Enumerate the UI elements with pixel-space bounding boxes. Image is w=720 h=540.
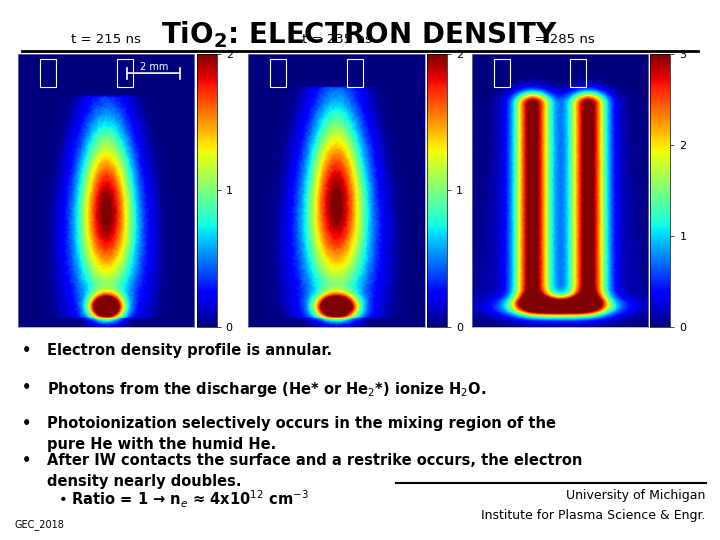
Text: t = 235 ns: t = 235 ns: [302, 33, 372, 46]
Text: t = 215 ns: t = 215 ns: [71, 33, 141, 46]
Text: $\mathbf{TiO_2}$: ELECTRON DENSITY: $\mathbf{TiO_2}$: ELECTRON DENSITY: [161, 19, 559, 50]
Text: University of Michigan: University of Michigan: [566, 489, 706, 502]
Text: • Ratio = 1 → n$_e$ ≈ 4x10$^{12}$ cm$^{-3}$: • Ratio = 1 → n$_e$ ≈ 4x10$^{12}$ cm$^{-…: [58, 489, 308, 510]
Text: density nearly doubles.: density nearly doubles.: [47, 474, 241, 489]
Bar: [40, 59, 56, 87]
Text: GEC_2018: GEC_2018: [14, 519, 64, 530]
Text: Institute for Plasma Science & Engr.: Institute for Plasma Science & Engr.: [481, 509, 706, 522]
Text: •: •: [22, 380, 31, 395]
Bar: [494, 59, 510, 87]
Bar: [271, 59, 287, 87]
Bar: [570, 59, 586, 87]
Text: •: •: [22, 453, 31, 468]
Text: Photons from the discharge (He* or He$_2$*) ionize H$_2$O.: Photons from the discharge (He* or He$_2…: [47, 380, 486, 399]
Text: •: •: [22, 343, 31, 358]
Text: 2 mm: 2 mm: [140, 62, 168, 72]
Bar: [347, 59, 363, 87]
Text: After IW contacts the surface and a restrike occurs, the electron: After IW contacts the surface and a rest…: [47, 453, 582, 468]
Text: pure He with the humid He.: pure He with the humid He.: [47, 437, 276, 452]
Text: Electron density profile is annular.: Electron density profile is annular.: [47, 343, 332, 358]
Bar: [117, 59, 132, 87]
Text: Photoionization selectively occurs in the mixing region of the: Photoionization selectively occurs in th…: [47, 416, 556, 431]
Text: t = 285 ns: t = 285 ns: [525, 33, 595, 46]
Text: •: •: [22, 416, 31, 431]
